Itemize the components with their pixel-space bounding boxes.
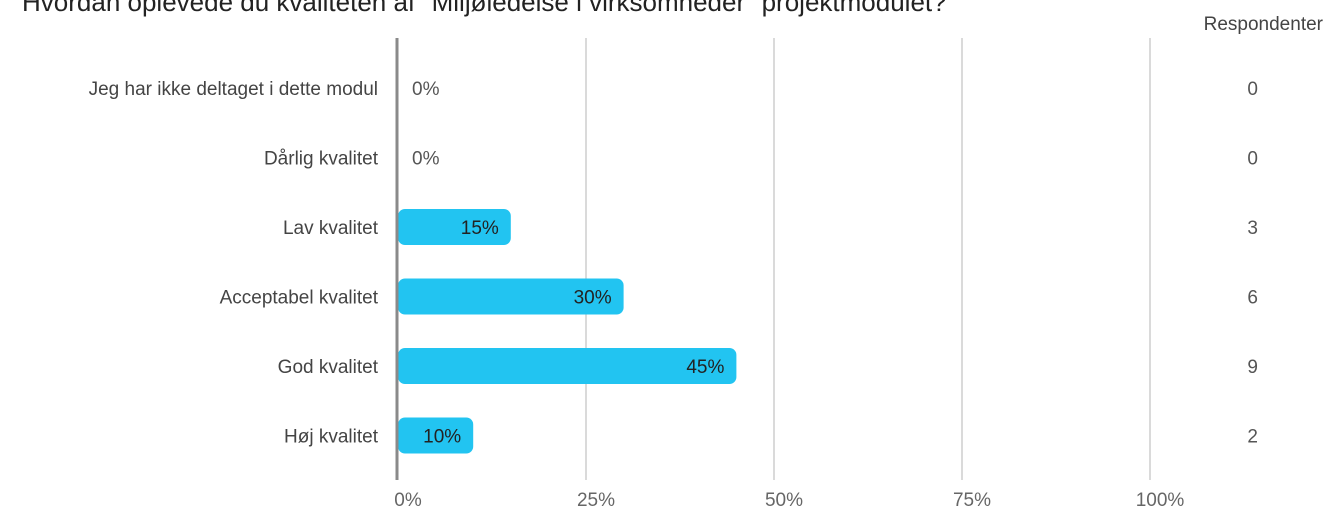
respondent-count: 0: [1247, 79, 1258, 100]
respondent-count: 0: [1247, 149, 1258, 170]
category-label: Acceptabel kvalitet: [220, 288, 379, 309]
bar: [398, 209, 511, 245]
respondent-count: 2: [1247, 427, 1258, 448]
category-label: Jeg har ikke deltaget i dette modul: [89, 79, 378, 100]
bars: [395, 38, 737, 480]
category-label: Høj kvalitet: [284, 427, 379, 448]
category-label: Dårlig kvalitet: [264, 149, 379, 170]
bar-value-label: 15%: [461, 218, 499, 239]
labels: 0% 25% 50% 75% 100% Jeg har ikke deltaget i d…: [89, 79, 1258, 511]
respondent-count: 9: [1247, 357, 1258, 378]
bar-value-label: 0%: [412, 79, 440, 100]
bar-value-label: 10%: [423, 427, 461, 448]
bar-value-label: 45%: [686, 357, 724, 378]
x-tick-label: 75%: [953, 490, 991, 511]
bar: [398, 278, 624, 315]
respondent-count: 6: [1247, 288, 1258, 309]
category-label: God kvalitet: [278, 357, 379, 378]
x-tick-label: 25%: [577, 490, 615, 511]
chart-title: Hvordan oplevede du kvaliteten af "Miljø…: [22, 0, 947, 17]
bar-value-label: 0%: [412, 149, 440, 170]
x-tick-label: 100%: [1136, 490, 1185, 511]
category-label: Lav kvalitet: [283, 218, 379, 239]
bar: [398, 417, 474, 454]
x-tick-label: 50%: [765, 490, 803, 511]
respondents-header: Respondenter: [1203, 14, 1323, 35]
x-tick-label: 0%: [394, 490, 422, 511]
bar: [398, 348, 737, 384]
respondent-count: 3: [1247, 218, 1258, 239]
grid: [585, 38, 1151, 480]
bar-value-label: 30%: [574, 288, 612, 309]
